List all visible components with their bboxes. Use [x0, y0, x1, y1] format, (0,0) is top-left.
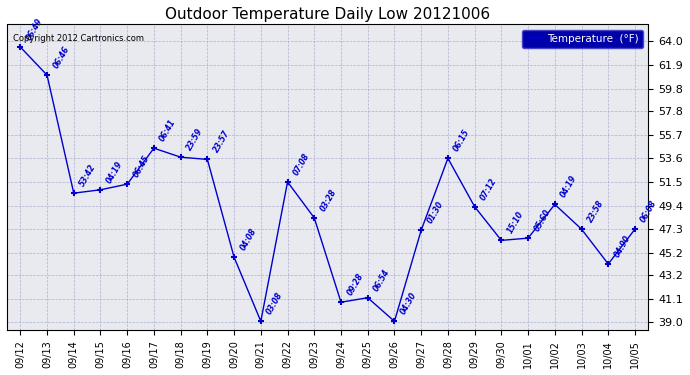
Text: 04:19: 04:19	[559, 174, 579, 200]
Text: Copyright 2012 Cartronics.com: Copyright 2012 Cartronics.com	[13, 34, 144, 43]
Text: 06:08: 06:08	[639, 199, 659, 224]
Text: 03:08: 03:08	[265, 291, 285, 316]
Text: 04:19: 04:19	[105, 159, 124, 185]
Text: 04:08: 04:08	[238, 227, 258, 252]
Text: 06:41: 06:41	[158, 118, 178, 143]
Text: 23:58: 23:58	[586, 199, 606, 224]
Text: 07:08: 07:08	[292, 152, 311, 177]
Text: 06:54: 06:54	[372, 267, 392, 293]
Text: 06:49: 06:49	[24, 17, 44, 42]
Title: Outdoor Temperature Daily Low 20121006: Outdoor Temperature Daily Low 20121006	[165, 7, 490, 22]
Text: 06:46: 06:46	[51, 45, 71, 70]
Text: 04:90: 04:90	[613, 234, 632, 259]
Text: 07:12: 07:12	[479, 176, 499, 202]
Text: 05:60: 05:60	[532, 208, 552, 233]
Legend: Temperature  (°F): Temperature (°F)	[522, 30, 643, 48]
Text: 23:57: 23:57	[212, 129, 231, 154]
Text: 23:59: 23:59	[185, 127, 205, 152]
Text: 15:10: 15:10	[506, 210, 525, 236]
Text: 09:28: 09:28	[345, 272, 365, 297]
Text: 53:42: 53:42	[78, 163, 98, 188]
Text: 06:15: 06:15	[452, 128, 472, 153]
Text: 01:30: 01:30	[425, 200, 445, 225]
Text: 06:45: 06:45	[131, 154, 151, 179]
Text: 03:28: 03:28	[319, 188, 338, 213]
Text: 04:30: 04:30	[399, 291, 418, 316]
